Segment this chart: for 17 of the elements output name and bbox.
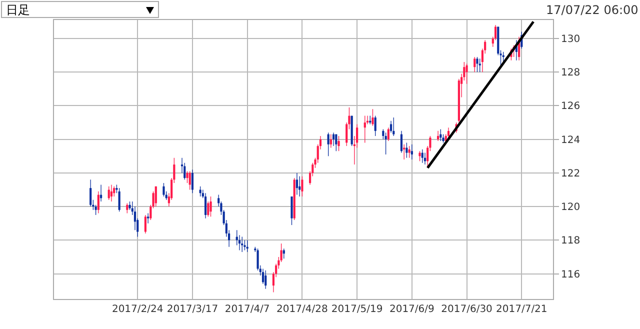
y-tick-label: 120 [561,202,580,214]
text: 17/07/22 06:00 [546,3,638,17]
x-tick-label: 2017/5/19 [331,304,383,315]
x-tick-label: 2017/6/9 [389,304,434,315]
y-tick-label: 122 [561,168,580,180]
y-tick-label: 126 [561,101,580,112]
y-tick-label: 124 [561,134,580,146]
x-tick-label: 2017/3/17 [166,304,218,315]
x-tick-label: 2017/6/30 [441,304,492,315]
x-tick-label: 2017/2/24 [112,304,164,315]
y-tick-label: 130 [561,34,580,45]
y-tick-label: 118 [561,236,580,247]
y-tick-label: 116 [561,269,580,280]
y-tick-label: 128 [561,68,580,79]
x-tick-label: 2017/4/28 [276,304,328,315]
x-tick-label: 2017/4/7 [224,304,270,315]
x-tick-label: 2017/7/21 [496,304,548,315]
